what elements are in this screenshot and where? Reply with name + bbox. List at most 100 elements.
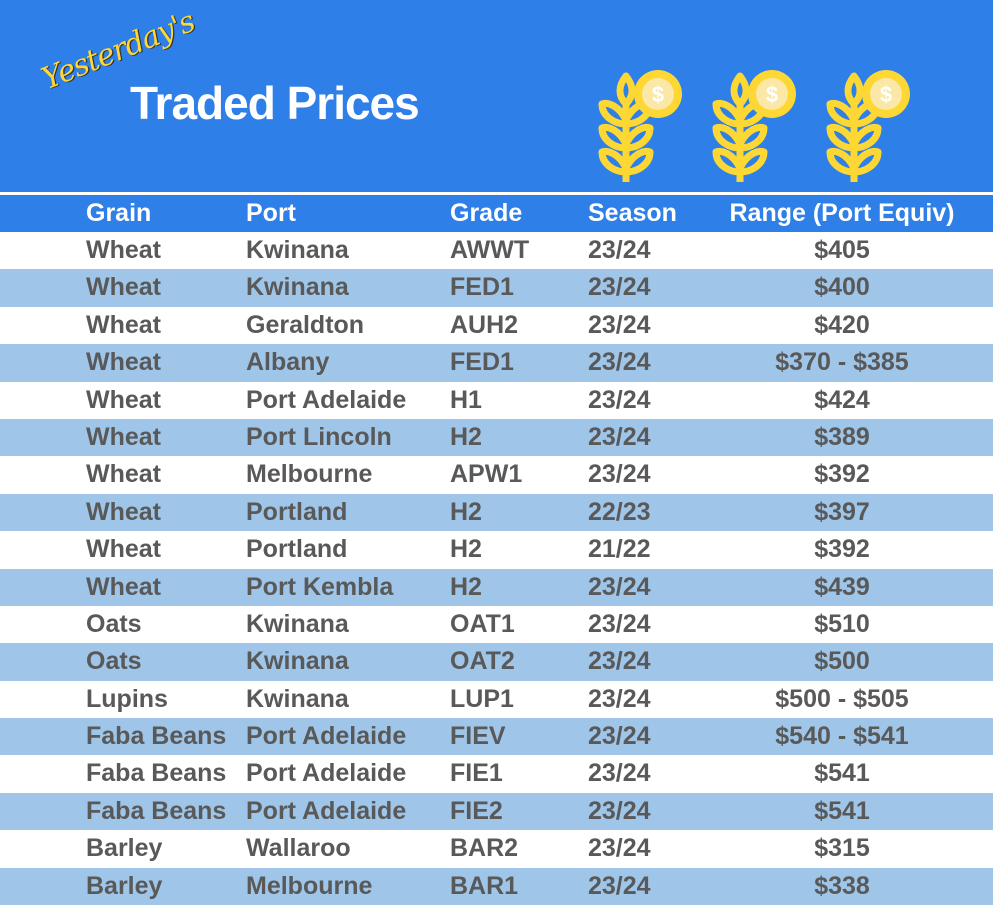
price-table: Wheat Kwinana AWWT 23/24 $405 Wheat Kwinana FED… <box>0 232 993 905</box>
cell-port: Melbourne <box>246 871 373 900</box>
table-row: Barley Melbourne BAR1 23/24 $338 <box>0 867 993 905</box>
cell-price-range: $370 - $385 <box>775 348 909 377</box>
cell-season: 23/24 <box>588 871 651 900</box>
cell-port: Portland <box>246 535 348 564</box>
table-row: Faba Beans Port Adelaide FIEV 23/24 $540 - $… <box>0 718 993 756</box>
cell-grain: Wheat <box>86 236 161 264</box>
cell-port: Kwinana <box>246 684 349 713</box>
cell-port: Kwinana <box>246 647 349 676</box>
table-row: Wheat Kwinana AWWT 23/24 $405 <box>0 232 993 269</box>
cell-price-range: $500 <box>814 647 870 676</box>
cell-grade: H1 <box>450 385 482 414</box>
cell-price-range: $392 <box>814 460 870 489</box>
cell-season: 21/22 <box>588 535 651 564</box>
cell-grade: FIEV <box>450 722 506 751</box>
cell-season: 23/24 <box>588 385 651 414</box>
cell-price-range: $424 <box>814 385 870 414</box>
cell-price-range: $338 <box>814 871 870 900</box>
column-header-season: Season <box>588 199 677 227</box>
wheat-dollar-icon: $ <box>710 64 806 184</box>
cell-port: Port Adelaide <box>246 759 407 788</box>
cell-grain: Oats <box>86 609 142 638</box>
cell-season: 23/24 <box>588 422 651 451</box>
cell-season: 23/24 <box>588 236 651 264</box>
cell-price-range: $540 - $541 <box>775 722 909 751</box>
cell-port: Port Adelaide <box>246 385 407 414</box>
table-row: Wheat Melbourne APW1 23/24 $392 <box>0 456 993 493</box>
cell-grade: BAR1 <box>450 871 519 900</box>
cell-port: Kwinana <box>246 273 349 302</box>
wheat-dollar-icon: $ <box>596 64 692 184</box>
svg-text:$: $ <box>766 82 778 107</box>
wheat-dollar-icon: $ <box>824 64 920 184</box>
cell-season: 23/24 <box>588 273 651 302</box>
cell-price-range: $400 <box>814 273 870 302</box>
table-row: Wheat Kwinana FED1 23/24 $400 <box>0 269 993 307</box>
cell-grain: Wheat <box>86 273 161 302</box>
cell-grade: AWWT <box>450 236 530 264</box>
cell-grade: OAT1 <box>450 609 515 638</box>
table-row: Oats Kwinana OAT2 23/24 $500 <box>0 643 993 681</box>
cell-port: Port Lincoln <box>246 422 392 451</box>
cell-price-range: $405 <box>814 236 870 264</box>
cell-grain: Barley <box>86 871 163 900</box>
table-row: Oats Kwinana OAT1 23/24 $510 <box>0 606 993 643</box>
cell-grade: FIE2 <box>450 796 503 825</box>
table-row: Lupins Kwinana LUP1 23/24 $500 - $505 <box>0 681 993 718</box>
cell-port: Port Kembla <box>246 572 394 601</box>
cell-grain: Wheat <box>86 422 161 451</box>
cell-grain: Wheat <box>86 385 161 414</box>
cell-season: 23/24 <box>588 834 651 863</box>
cell-season: 23/24 <box>588 684 651 713</box>
cell-port: Wallaroo <box>246 834 351 863</box>
cell-season: 23/24 <box>588 310 651 339</box>
cell-grade: APW1 <box>450 460 523 489</box>
column-header-range: Range (Port Equiv) <box>729 199 955 227</box>
cell-grain: Wheat <box>86 310 161 339</box>
table-row: Wheat Portland H2 22/23 $397 <box>0 493 993 532</box>
cell-grain: Wheat <box>86 535 161 564</box>
cell-grain: Barley <box>86 834 163 863</box>
cell-grade: H2 <box>450 497 482 526</box>
table-row: Wheat Albany FED1 23/24 $370 - $385 <box>0 344 993 382</box>
cell-port: Albany <box>246 348 330 377</box>
cell-grain: Oats <box>86 647 142 676</box>
cell-port: Port Adelaide <box>246 722 407 751</box>
page-title: Traded Prices <box>130 77 420 129</box>
cell-price-range: $392 <box>814 535 870 564</box>
table-row: Wheat Port Kembla H2 23/24 $439 <box>0 568 993 606</box>
cell-grain: Faba Beans <box>86 722 227 751</box>
cell-season: 22/23 <box>588 497 651 526</box>
cell-season: 23/24 <box>588 572 651 601</box>
svg-text:$: $ <box>880 82 892 107</box>
cell-season: 23/24 <box>588 348 651 377</box>
column-header-port: Port <box>246 199 296 227</box>
cell-grain: Lupins <box>86 684 168 713</box>
cell-grade: H2 <box>450 535 482 564</box>
cell-grade: H2 <box>450 572 482 601</box>
cell-port: Kwinana <box>246 609 349 638</box>
column-header-grain: Grain <box>86 199 152 227</box>
cell-grade: FIE1 <box>450 759 503 788</box>
table-row: Barley Wallaroo BAR2 23/24 $315 <box>0 830 993 867</box>
cell-price-range: $389 <box>814 422 870 451</box>
cell-price-range: $397 <box>814 497 870 526</box>
cell-grain: Wheat <box>86 348 161 377</box>
table-row: Faba Beans Port Adelaide FIE1 23/24 $541 <box>0 755 993 792</box>
table-row: Wheat Portland H2 21/22 $392 <box>0 531 993 568</box>
cell-price-range: $420 <box>814 310 870 339</box>
cell-season: 23/24 <box>588 647 651 676</box>
table-header: Grain Port Grade Season Range (Port Equi… <box>0 195 993 232</box>
cell-grain: Wheat <box>86 572 161 601</box>
cell-season: 23/24 <box>588 609 651 638</box>
cell-season: 23/24 <box>588 759 651 788</box>
cell-price-range: $500 - $505 <box>775 684 909 713</box>
svg-text:$: $ <box>652 82 664 107</box>
cell-season: 23/24 <box>588 460 651 489</box>
table-row: Wheat Port Lincoln H2 23/24 $389 <box>0 418 993 457</box>
cell-grade: BAR2 <box>450 834 519 863</box>
table-row: Wheat Geraldton AUH2 23/24 $420 <box>0 307 993 344</box>
cell-grade: H2 <box>450 422 482 451</box>
cell-grain: Wheat <box>86 497 161 526</box>
cell-port: Kwinana <box>246 236 349 264</box>
